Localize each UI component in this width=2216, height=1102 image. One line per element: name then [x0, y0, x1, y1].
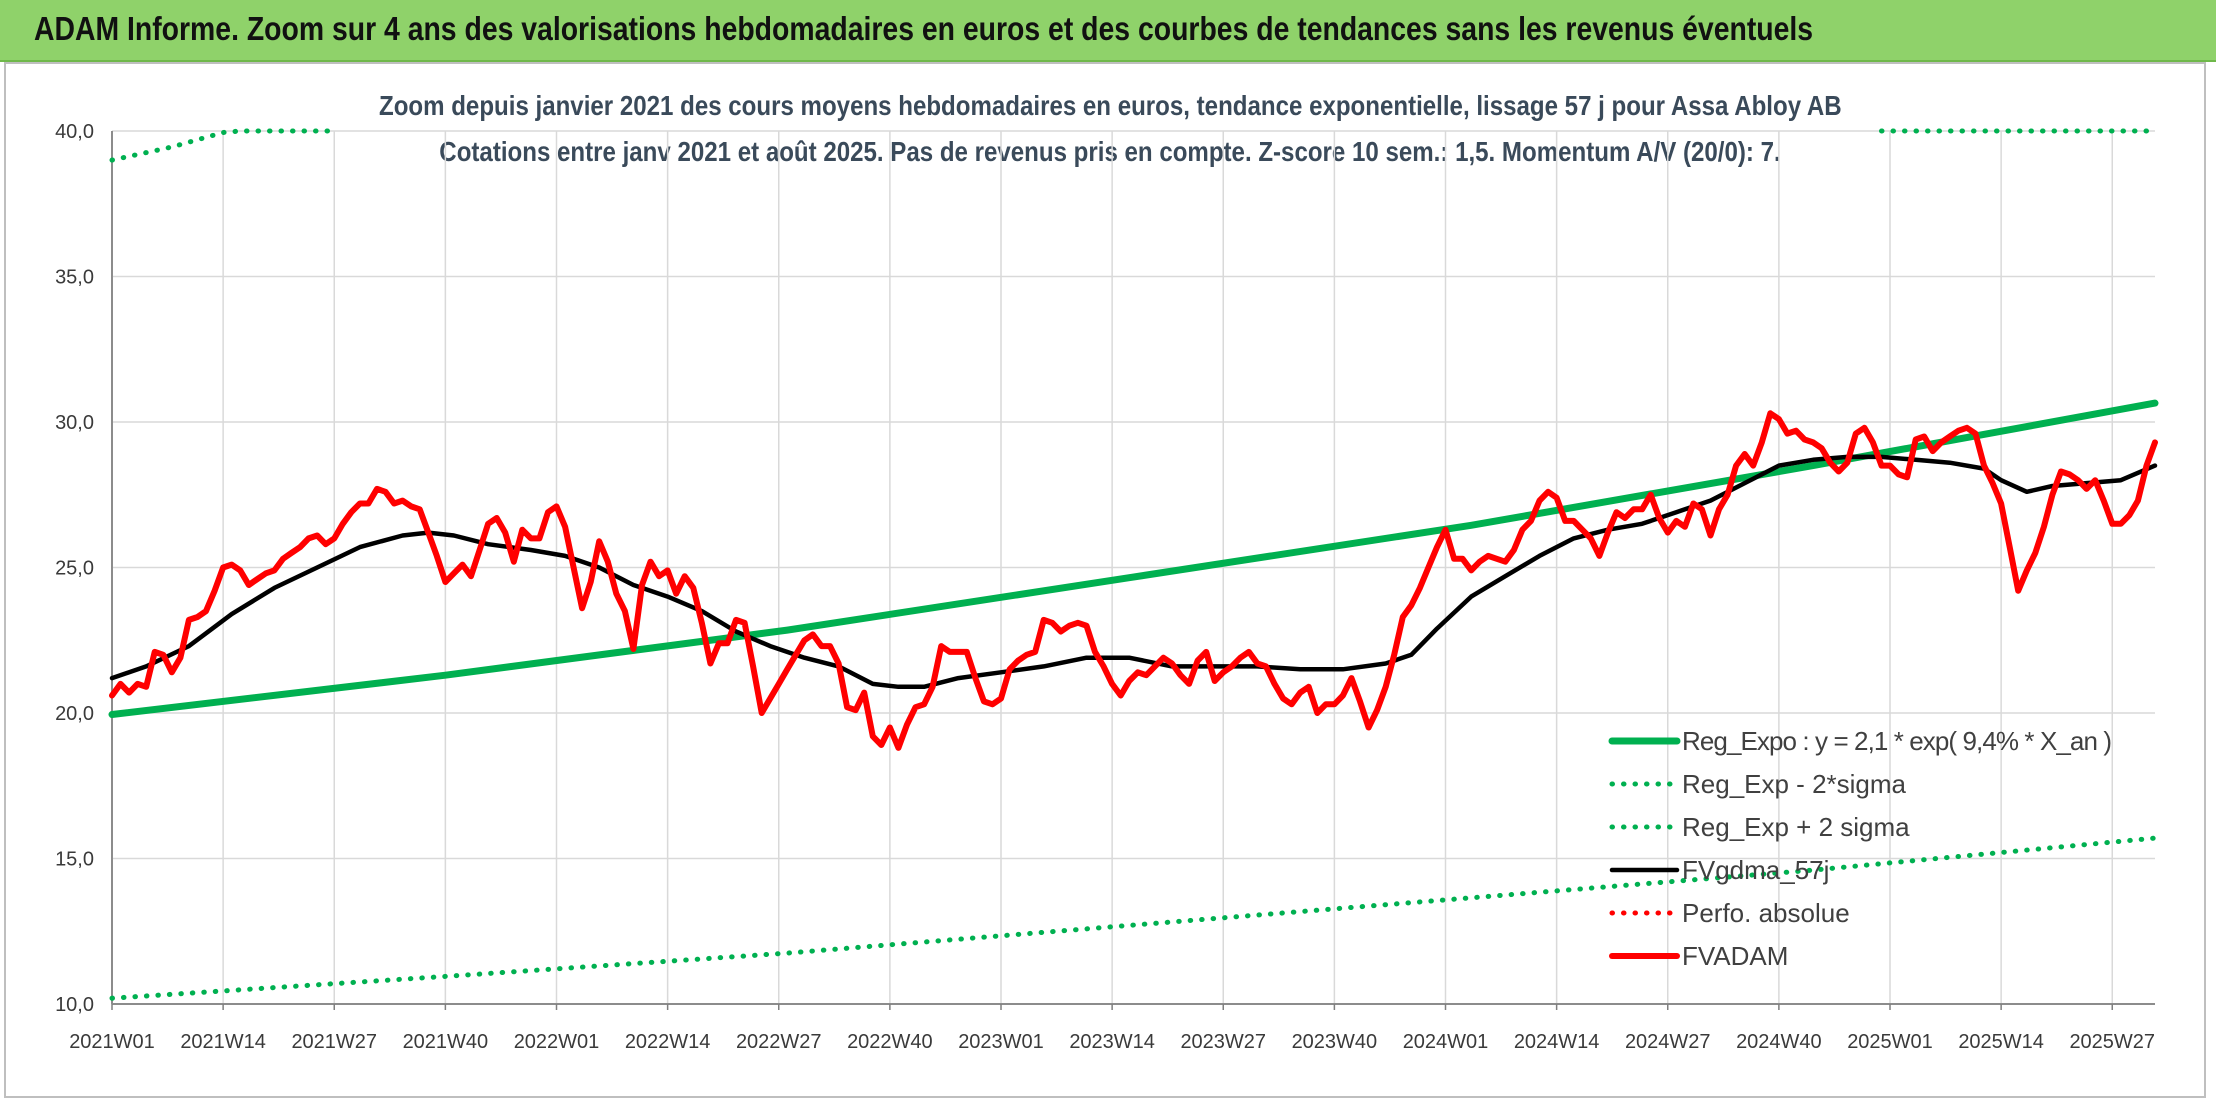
y-tick-label: 35,0: [55, 267, 94, 289]
x-tick-label: 2023W01: [958, 1031, 1044, 1053]
x-tick-label: 2025W27: [2069, 1031, 2155, 1053]
fvgdma-57j-line: [109, 454, 2158, 690]
y-tick-label: 20,0: [55, 703, 94, 725]
legend-fvadam-label: FVADAM: [1682, 941, 1788, 971]
y-tick-label: 25,0: [55, 558, 94, 580]
grid-lines: [111, 130, 2155, 1005]
x-tick-label: 2023W40: [1292, 1031, 1378, 1053]
x-tick-label: 2024W27: [1625, 1031, 1711, 1053]
series-lines: [108, 128, 2159, 1001]
reg-exp-plus-2sigma-line: [109, 128, 337, 163]
title-banner: ADAM Informe. Zoom sur 4 ans des valoris…: [0, 0, 2216, 62]
x-tick-label: 2021W01: [69, 1031, 155, 1053]
x-tick-label: 2022W40: [847, 1031, 933, 1053]
legend-fvgdma-label: FVgdma_57j: [1682, 855, 1829, 885]
report-title: ADAM Informe. Zoom sur 4 ans des valoris…: [34, 10, 1814, 47]
legend-reg-exp-plus-label: Reg_Exp + 2 sigma: [1682, 812, 1910, 842]
y-axis-ticks: 10,0 15,0 20,0 25,0 30,0 35,0 40,0: [55, 121, 94, 1016]
x-tick-label: 2021W14: [180, 1031, 266, 1053]
x-tick-label: 2023W27: [1180, 1031, 1266, 1053]
x-tick-label: 2025W01: [1847, 1031, 1933, 1053]
fvadam-line: [109, 410, 2158, 751]
x-tick-label: 2022W27: [736, 1031, 822, 1053]
x-tick-label: 2021W40: [403, 1031, 489, 1053]
legend-perfo-label: Perfo. absolue: [1682, 898, 1850, 928]
legend: Reg_Expo : y = 2,1 * exp( 9,4% * X_an ) R…: [1608, 726, 2112, 971]
x-axis-ticks: 2021W01 2021W14 2021W27 2021W40 2022W01 2022W…: [69, 1004, 2155, 1053]
chart-title: Zoom depuis janvier 2021 des cours moyen…: [379, 90, 1842, 121]
y-tick-label: 15,0: [55, 849, 94, 871]
x-tick-label: 2023W14: [1069, 1031, 1155, 1053]
x-tick-label: 2024W14: [1514, 1031, 1600, 1053]
x-tick-label: 2022W14: [625, 1031, 711, 1053]
reg-expo-line: [108, 399, 2159, 718]
x-tick-label: 2021W27: [291, 1031, 377, 1053]
legend-reg-expo-label: Reg_Expo : y = 2,1 * exp( 9,4% * X_an ): [1682, 726, 2112, 756]
y-tick-label: 40,0: [55, 121, 94, 143]
x-tick-label: 2024W01: [1403, 1031, 1489, 1053]
legend-reg-exp-minus-label: Reg_Exp - 2*sigma: [1682, 769, 1907, 799]
y-tick-label: 30,0: [55, 412, 94, 434]
x-tick-label: 2024W40: [1736, 1031, 1822, 1053]
x-tick-label: 2022W01: [514, 1031, 600, 1053]
reg-exp-minus-2sigma-line: [109, 835, 2158, 1001]
x-tick-label: 2025W14: [1958, 1031, 2044, 1053]
y-tick-label: 10,0: [55, 994, 94, 1016]
